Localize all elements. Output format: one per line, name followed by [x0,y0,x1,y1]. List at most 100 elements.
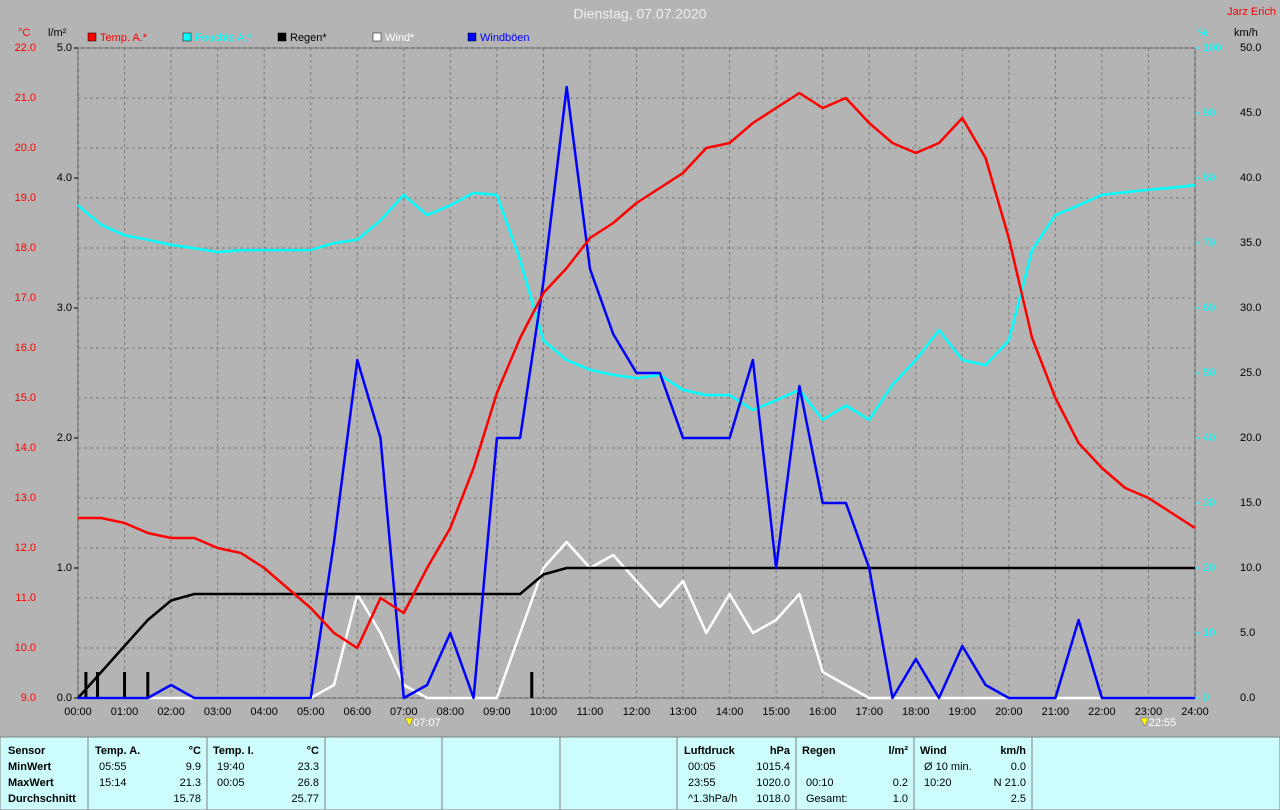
series-line [77,183,1196,422]
y3-tick-label: 4.0 [57,172,72,184]
group-unit: °C [307,745,319,757]
y4-tick-label: 35.0 [1240,237,1261,249]
y-tick-label: 20.0 [15,142,36,154]
cell-value: 0.0 [1011,761,1026,773]
legend-label: Regen* [290,32,327,44]
group-title: Temp. A. [95,745,140,757]
series-line [77,566,1195,699]
cell-value: 25.77 [291,793,319,805]
y4-tick-label: 40.0 [1240,172,1261,184]
author: Jarz Erich [1227,6,1276,18]
legend-label: Feuchte A.* [195,32,253,44]
y4-tick-label: 45.0 [1240,107,1261,119]
group-title: Wind [920,745,947,757]
y-tick-label: 16.0 [15,342,36,354]
y2-tick-label: 70 [1203,237,1215,249]
group-title: Regen [802,745,836,757]
x-tick-label: 02:00 [157,706,185,718]
sun-marker [404,717,414,727]
y3-tick-label: 1.0 [57,562,72,574]
group-unit: hPa [770,745,791,757]
y3-unit: l/m² [48,27,67,39]
cell-value: 9.9 [186,761,201,773]
x-tick-label: 08:00 [437,706,465,718]
cell-value: 1018.0 [756,793,790,805]
x-tick-label: 04:00 [250,706,278,718]
x-tick-label: 00:00 [64,706,92,718]
group-unit: °C [189,745,201,757]
y4-unit: km/h [1234,27,1258,39]
x-tick-label: 06:00 [343,706,371,718]
row-label: Sensor [8,745,46,757]
x-tick-label: 12:00 [623,706,651,718]
cell-value: 1020.0 [756,777,790,789]
y2-tick-label: 10 [1203,627,1215,639]
group-title: Temp. I. [213,745,254,757]
table-separators [87,737,1033,810]
y2-tick-label: 30 [1203,497,1215,509]
x-tick-label: 17:00 [855,706,883,718]
cell-time: Gesamt: [806,793,848,805]
cell-time: 05:55 [99,761,127,773]
y-unit: °C [18,27,30,39]
rain-bar [530,672,534,698]
y4-tick-label: 5.0 [1240,627,1255,639]
y2-tick-label: 80 [1203,172,1215,184]
row-label: MaxWert [8,777,54,789]
y-tick-label: 21.0 [15,92,36,104]
rain-bar [84,672,88,698]
legend-swatch [467,32,477,42]
x-tick-label: 23:00 [1135,706,1163,718]
cell-time: Ø 10 min. [924,761,972,773]
x-tick-label: 15:00 [762,706,790,718]
y-tick-label: 11.0 [15,592,36,604]
y2-tick-label: 90 [1203,107,1215,119]
y2-tick-label: 50 [1203,367,1215,379]
x-tick-label: 21:00 [1042,706,1070,718]
cell-value: 23.3 [298,761,319,773]
y4-tick-label: 15.0 [1240,497,1261,509]
cell-time: 00:05 [217,777,245,789]
x-tick-label: 13:00 [669,706,697,718]
y4-tick-label: 50.0 [1240,42,1261,54]
y-tick-label: 14.0 [15,442,36,454]
x-tick-label: 16:00 [809,706,837,718]
legend-swatch [277,32,287,42]
rain-bar [123,672,127,698]
x-tick-label: 09:00 [483,706,511,718]
group-unit: l/m² [888,745,908,757]
cell-time: 23:55 [688,777,716,789]
x-tick-label: 11:00 [577,706,604,718]
legend-label: Windböen [480,32,530,44]
y2-tick-label: 100 [1203,42,1221,54]
x-tick-label: 01:00 [111,706,139,718]
y-tick-label: 19.0 [15,192,36,204]
row-label: Durchschnitt [8,793,76,805]
y2-tick-label: 60 [1203,302,1215,314]
y-tick-label: 13.0 [15,492,36,504]
y3-tick-label: 0.0 [57,692,72,704]
legend-label: Wind* [385,32,415,44]
y-tick-label: 15.0 [15,392,36,404]
y2-unit: % [1198,27,1208,39]
chart-title: Dienstag, 07.07.2020 [573,6,706,22]
annotation-label: 22:55 [1149,717,1177,729]
x-tick-label: 07:00 [390,706,418,718]
row-label: MinWert [8,761,52,773]
cell-time: 00:10 [806,777,834,789]
annotation-label: 07:07 [413,717,441,729]
cell-time: 15:14 [99,777,127,789]
cell-value: N 21.0 [994,777,1026,789]
cell-value: 15.78 [173,793,201,805]
cell-value: 2.5 [1011,793,1026,805]
y-tick-label: 22.0 [15,42,36,54]
group-unit: km/h [1000,745,1026,757]
cell-time: 00:05 [688,761,716,773]
y-tick-label: 18.0 [15,242,36,254]
y4-tick-label: 10.0 [1240,562,1261,574]
y-tick-label: 17.0 [15,292,36,304]
y2-tick-label: 40 [1203,432,1215,444]
y3-tick-label: 2.0 [57,432,72,444]
cell-value: 1015.4 [756,761,790,773]
